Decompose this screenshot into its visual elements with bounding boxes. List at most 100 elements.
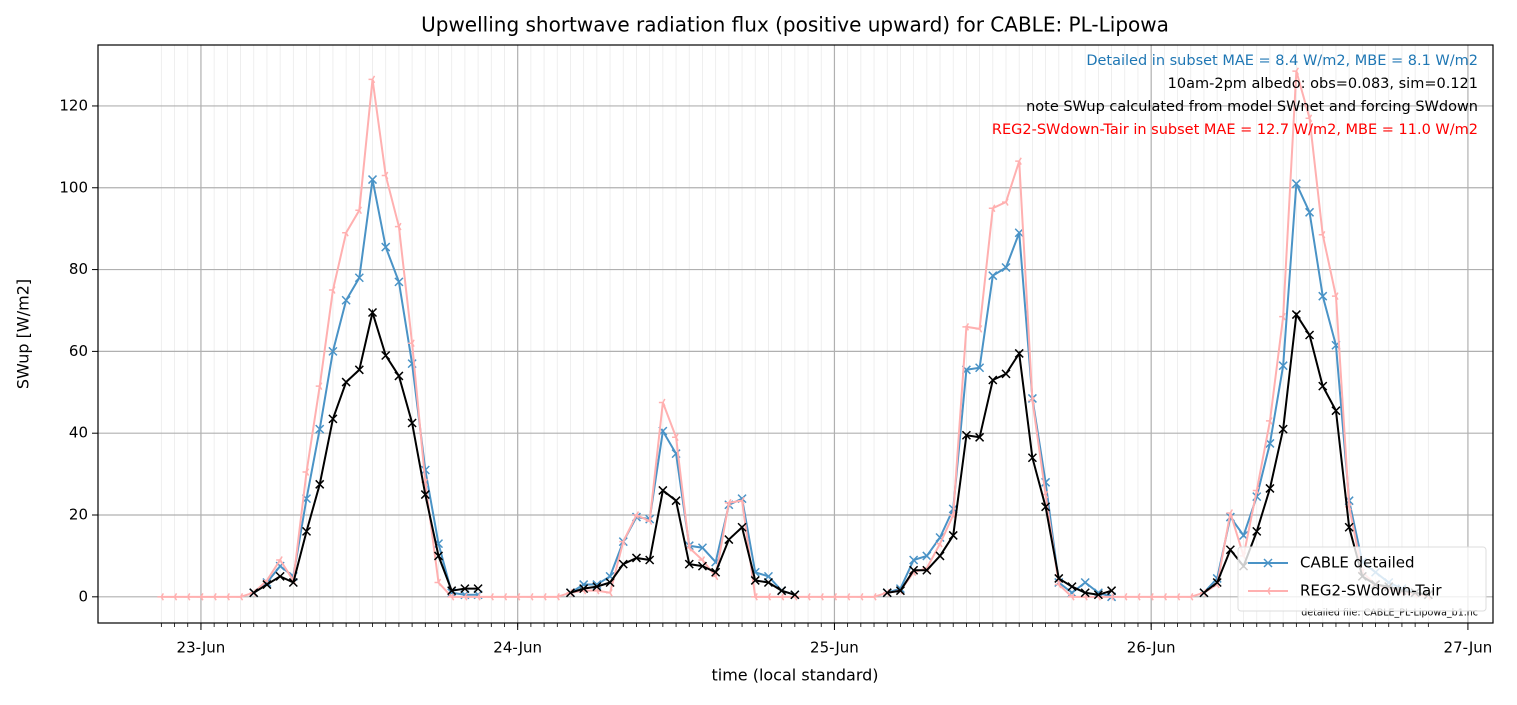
data-point [381,242,391,252]
data-point [302,468,310,476]
series-line [253,308,1429,596]
data-point [355,206,362,215]
data-point [170,592,178,601]
data-point [606,588,613,597]
data-point [1093,588,1103,598]
data-point [988,271,998,281]
data-point [724,498,732,507]
data-point [1173,592,1181,601]
data-point [671,496,681,506]
y-tick-label: 40 [69,424,88,442]
data-point [1014,228,1024,238]
data-point [1027,453,1037,463]
data-point [1199,588,1209,598]
data-point [1212,577,1222,588]
y-tick-label: 80 [69,260,88,278]
data-point [830,592,838,601]
data-point [895,586,905,596]
data-point [922,551,932,561]
series [249,307,1433,600]
data-point [1015,157,1022,166]
data-point [1093,590,1103,600]
data-point [474,592,481,601]
data-point [909,565,919,575]
x-tick-label: 25-Jun [810,639,859,657]
data-point [223,592,230,601]
data-point [631,553,641,563]
data-point [961,430,971,440]
data-point [1344,522,1354,532]
data-point [249,588,259,598]
data-point [328,286,336,294]
data-point [315,424,325,434]
data-point [1028,396,1036,405]
data-point [1186,592,1194,601]
x-tick-label: 26-Jun [1127,639,1176,657]
data-point [1278,424,1288,434]
data-point [394,277,404,287]
data-point [407,418,417,428]
data-point [196,592,204,601]
data-point [368,75,376,84]
data-point [645,517,653,525]
data-point [882,588,892,598]
data-point [513,592,521,601]
data-point [843,592,851,601]
data-point [341,377,351,387]
legend-label: REG2-SWdown-Tair [1300,582,1442,600]
data-point [500,592,508,601]
data-point [1041,502,1051,512]
data-point [922,565,932,575]
annotation: 10am-2pm albedo: obs=0.083, sim=0.121 [1168,76,1478,92]
data-point [592,582,602,592]
data-point [1054,573,1064,583]
data-point [1067,592,1075,601]
data-point [1318,230,1326,239]
data-point [236,592,244,601]
y-tick-label: 0 [78,587,88,605]
data-point [1278,361,1288,371]
data-point [262,580,272,590]
data-point [672,433,679,442]
data-point [487,592,494,601]
data-point [1002,198,1009,206]
data-point [632,511,640,519]
annotation: REG2-SWdown-Tair in subset MAE = 12.7 W/… [992,122,1478,138]
data-point [711,567,721,577]
data-point [697,543,707,553]
data-point [1225,545,1235,555]
data-point [988,204,996,213]
x-tick-label: 24-Jun [493,639,542,657]
legend-label: CABLE detailed [1300,554,1415,572]
data-point [817,592,824,601]
data-point [447,592,455,601]
data-point [420,465,430,475]
data-point [988,375,998,385]
data-point [1147,592,1154,601]
data-point [328,414,338,424]
data-point [1014,348,1024,358]
legend-box [1237,546,1487,612]
data-point [381,171,389,180]
data-point [1279,312,1286,321]
data-point [301,526,312,536]
data-point [183,592,191,601]
footnote: detailed file: CABLE_PL-Lipowa_b1.nc [1301,608,1478,619]
data-point [460,592,468,601]
data-point [328,346,338,356]
x-axis-label: time (local standard) [711,666,878,685]
data-point [1120,592,1128,601]
data-point [540,592,547,601]
data-point [1305,330,1315,340]
data-point [751,592,758,601]
data-point [1265,438,1275,448]
data-point [1001,262,1011,273]
data-point [763,577,773,588]
data-point [1226,509,1234,517]
data-point [1054,580,1062,589]
data-point [473,584,483,594]
data-point [1107,592,1115,601]
data-point [1252,486,1260,495]
data-point [645,555,655,565]
data-point [1080,588,1090,598]
